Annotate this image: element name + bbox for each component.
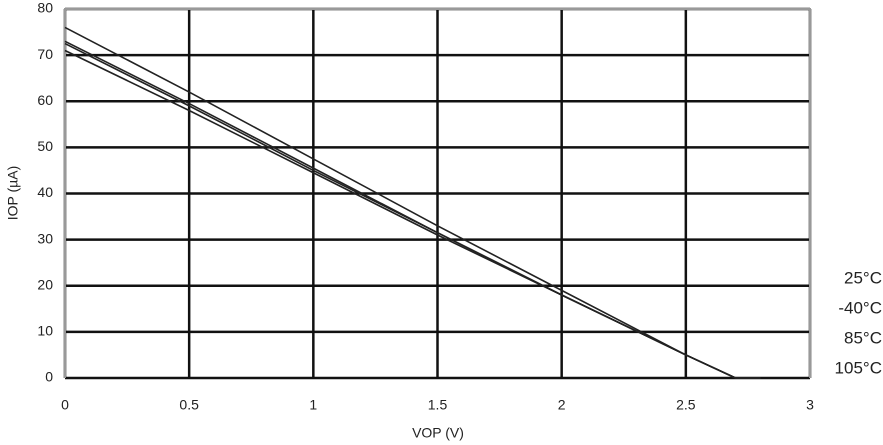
x-tick-label: 3 — [806, 397, 814, 413]
y-tick-label: 0 — [45, 369, 53, 385]
y-tick-label: 70 — [37, 46, 53, 62]
x-tick-label: 1.5 — [428, 397, 448, 413]
legend-label: -40°C — [838, 298, 882, 317]
x-tick-label: 1 — [309, 397, 317, 413]
series-line — [64, 49, 761, 379]
x-tick-label: 0 — [61, 397, 69, 413]
legend-label: 105°C — [835, 358, 882, 377]
y-axis-label: IOP (µA) — [5, 166, 21, 220]
series-line — [64, 26, 761, 379]
y-tick-label: 30 — [37, 230, 53, 246]
y-tick-label: 40 — [37, 184, 53, 200]
plot-frame — [64, 8, 811, 378]
x-axis-label: VOP (V) — [412, 425, 464, 441]
series-line — [64, 40, 761, 379]
y-tick-label: 10 — [37, 323, 53, 339]
y-tick-label: 50 — [37, 138, 53, 154]
x-tick-label: 0.5 — [179, 397, 199, 413]
y-tick-label: 20 — [37, 276, 53, 292]
x-tick-label: 2.5 — [676, 397, 696, 413]
y-tick-label: 60 — [37, 92, 53, 108]
legend-label: 25°C — [844, 268, 882, 287]
legend-label: 85°C — [844, 328, 882, 347]
y-tick-label: 80 — [37, 0, 53, 16]
x-tick-label: 2 — [558, 397, 566, 413]
